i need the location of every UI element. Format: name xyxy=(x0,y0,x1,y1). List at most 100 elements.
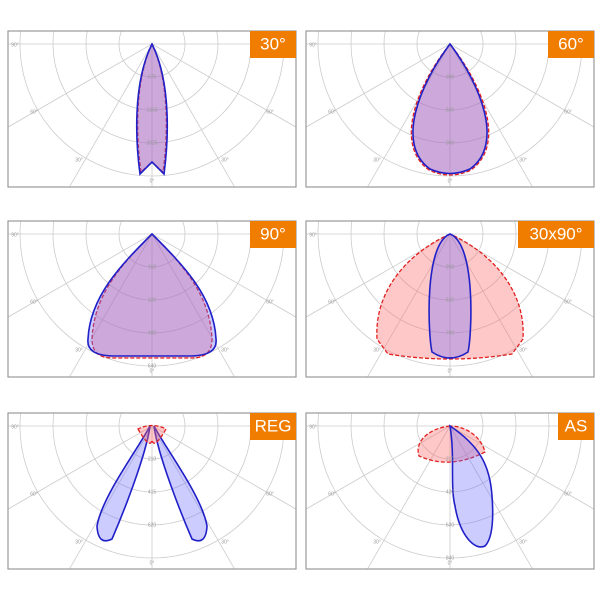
label-badge xyxy=(518,221,594,248)
angle-label: 60° xyxy=(564,299,572,305)
angle-label: 60° xyxy=(328,109,336,115)
ring-label: 480 xyxy=(148,330,157,336)
angle-label: 90° xyxy=(11,42,19,48)
ring-label: 160 xyxy=(148,264,157,270)
distribution-curve-a xyxy=(448,424,494,548)
angle-label: 0° xyxy=(448,368,453,374)
angle-label: 60° xyxy=(266,109,274,115)
panel-label: 30° xyxy=(260,34,286,53)
distribution-curve-a xyxy=(428,233,472,359)
label-badge xyxy=(558,413,594,440)
polar-plot xyxy=(8,31,296,187)
panel-frame xyxy=(305,412,595,570)
polar-plot xyxy=(306,413,594,569)
ring-label: 260 xyxy=(446,264,455,270)
ring-label: 300 xyxy=(446,74,455,80)
grid-spoke xyxy=(449,43,534,187)
distribution-curve-b xyxy=(137,424,167,444)
ring-label: 630 xyxy=(446,522,455,528)
angle-label: 90° xyxy=(309,424,317,430)
angle-label: 60° xyxy=(328,299,336,305)
angle-label: 30° xyxy=(373,157,381,163)
grid-spoke xyxy=(151,43,236,187)
grid-spoke xyxy=(449,43,594,128)
distribution-curve-a xyxy=(87,232,217,357)
panel-label: REG xyxy=(255,416,292,435)
distribution-curve-b xyxy=(376,233,524,360)
label-badge xyxy=(250,31,296,58)
angle-label: 60° xyxy=(564,109,572,115)
grid-spoke xyxy=(151,425,296,510)
distribution-curve-a xyxy=(412,42,488,175)
grid-spoke xyxy=(151,233,296,318)
distribution-curve-b xyxy=(91,233,213,359)
panel-frame xyxy=(7,412,297,570)
ring-label: 900 xyxy=(446,140,455,146)
ring-label: 2025 xyxy=(146,140,157,146)
grid-spoke xyxy=(8,233,153,318)
angle-label: 60° xyxy=(30,299,38,305)
grid-spoke xyxy=(449,425,534,569)
grid-spoke xyxy=(366,425,451,569)
panel-label: 30x90° xyxy=(529,224,582,243)
angle-label: 90° xyxy=(11,424,19,430)
panel-label: 90° xyxy=(260,224,286,243)
angle-label: 30° xyxy=(373,347,381,353)
polar-plot xyxy=(306,31,594,187)
angle-label: 90° xyxy=(11,232,19,238)
polar-plot xyxy=(8,413,296,569)
angle-label: 60° xyxy=(266,299,274,305)
ring-label: 210 xyxy=(148,456,157,462)
angle-label: 30° xyxy=(221,157,229,163)
ring-label: 640 xyxy=(148,363,157,369)
panel-label: AS xyxy=(565,416,588,435)
grid-spoke xyxy=(151,43,296,128)
angle-label: 30° xyxy=(221,539,229,545)
angle-label: 60° xyxy=(30,109,38,115)
angle-label: 30° xyxy=(519,539,527,545)
label-badge xyxy=(250,221,296,248)
label-badge xyxy=(548,31,594,58)
ring-label: 600 xyxy=(446,107,455,113)
angle-label: 30° xyxy=(221,347,229,353)
grid-spoke xyxy=(449,233,594,318)
grid-spoke xyxy=(68,43,153,187)
angle-label: 30° xyxy=(75,157,83,163)
angle-label: 60° xyxy=(30,491,38,497)
grid-spoke xyxy=(68,233,153,377)
angle-label: 90° xyxy=(309,232,317,238)
distribution-curve-a xyxy=(153,425,208,542)
ring-label: 1350 xyxy=(146,107,157,113)
ring-label: 320 xyxy=(148,297,157,303)
angle-label: 0° xyxy=(448,560,453,566)
angle-label: 0° xyxy=(448,178,453,184)
polar-plot xyxy=(8,221,296,377)
panel-frame xyxy=(7,30,297,188)
ring-label: 675 xyxy=(148,74,157,80)
angle-label: 30° xyxy=(519,347,527,353)
angle-label: 30° xyxy=(519,157,527,163)
angle-label: 0° xyxy=(150,178,155,184)
ring-label: 210 xyxy=(446,456,455,462)
angle-label: 60° xyxy=(564,491,572,497)
grid-spoke xyxy=(151,425,236,569)
panel-frame xyxy=(7,220,297,378)
distribution-curve-a xyxy=(135,42,169,176)
panel-label: 60° xyxy=(558,34,584,53)
angle-label: 0° xyxy=(150,560,155,566)
angle-label: 30° xyxy=(75,539,83,545)
grid-spoke xyxy=(306,425,451,510)
grid-spoke xyxy=(68,425,153,569)
ring-label: 620 xyxy=(148,522,157,528)
grid-spoke xyxy=(449,425,594,510)
panel-frame xyxy=(305,30,595,188)
grid-spoke xyxy=(306,43,451,128)
ring-label: 780 xyxy=(446,330,455,336)
